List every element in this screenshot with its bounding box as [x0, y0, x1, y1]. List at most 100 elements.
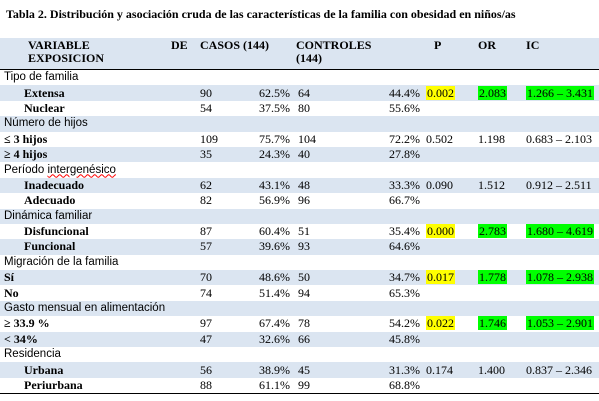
- header-controles: CONTROLES (144): [296, 38, 427, 70]
- group-label: Migración de la familia: [4, 255, 119, 268]
- or-value: [474, 378, 522, 394]
- row-label: < 34%: [0, 331, 198, 348]
- controles-n: 99: [298, 378, 311, 392]
- or-value-highlight: 2.083: [478, 85, 508, 100]
- ic-value: 0.683 – 2.103: [526, 131, 593, 146]
- header-controles-line2: (144): [296, 51, 323, 65]
- header-variable-line2: EXPOSICION: [28, 51, 105, 65]
- p-value: [426, 146, 475, 163]
- ic-value: [522, 378, 599, 394]
- row-label: ≥ 4 hijos: [0, 146, 198, 163]
- table-row: Urbana 56 38.9% 45 31.3% 0.174 1.400 0.837 – 2.…: [0, 362, 599, 378]
- controles-pct: 34.7%: [354, 270, 427, 286]
- or-value: [474, 146, 523, 163]
- ic-value: 0.837 – 2.346: [522, 362, 599, 378]
- casos-n: 54: [200, 100, 212, 115]
- casos-n: 97: [200, 316, 212, 331]
- p-value: 0.090: [426, 177, 475, 194]
- ic-value: 1.053 – 2.901: [522, 316, 599, 331]
- table-row: ≥ 33.9 % 97 67.4% 78 54.2% 0.022 1.746 1.053 – …: [0, 316, 599, 331]
- controles-pct: 68.8%: [389, 378, 421, 392]
- p-value-highlight: 0.022: [426, 316, 456, 331]
- table-row: Sí 70 48.6% 50 34.7% 0.017 1.778 1.078 – 2.938: [0, 270, 599, 286]
- controles-pct: 65.3%: [389, 285, 421, 300]
- header-variable-de: DE: [171, 38, 188, 52]
- table-row: Adecuado 82 56.9% 96 66.7%: [0, 193, 599, 208]
- controles-pct: 35.4%: [389, 224, 421, 239]
- table-row: < 34% 47 32.6% 66 45.8%: [0, 331, 599, 348]
- p-value-highlight: 0.002: [426, 85, 456, 100]
- p-value: 0.002: [426, 85, 475, 101]
- or-value: [474, 285, 522, 300]
- table-row: Periurbana 88 61.1% 99 68.8%: [0, 378, 599, 394]
- table-row: Funcional 57 39.6% 93 64.6%: [0, 239, 599, 255]
- or-value: 1.746: [474, 316, 522, 331]
- controles-n: 45: [296, 362, 355, 378]
- table-row: Inadecuado 62 43.1% 48 33.3% 0.090 1.512 0.912 …: [0, 177, 599, 194]
- controles-n: 48: [296, 177, 355, 194]
- controles-n: 96: [298, 193, 311, 208]
- or-value: [474, 331, 523, 348]
- controles-n: 51: [298, 224, 311, 239]
- ic-value: 0.912 – 2.511: [522, 177, 599, 194]
- row-label: Periurbana: [24, 378, 83, 392]
- controles-n: 93: [296, 239, 355, 255]
- table-row: ≤ 3 hijos 109 75.7% 104 72.2% 0.502 1.198 0.683…: [0, 132, 599, 147]
- p-value: [426, 378, 474, 394]
- table-row: ≥ 4 hijos 35 24.3% 40 27.8%: [0, 146, 599, 163]
- ic-value-highlight: 1.053 – 2.901: [526, 316, 595, 331]
- p-value: 0.017: [426, 270, 475, 286]
- group-label: Período intergenésico: [0, 162, 599, 177]
- table-row: Extensa 90 62.5% 64 44.4% 0.002 2.083 1.266 – 3…: [0, 85, 599, 101]
- p-value: 0.000: [426, 224, 474, 239]
- header-p: P: [426, 38, 475, 70]
- group-label: Tipo de familia: [4, 71, 79, 84]
- group-row: Número de hijos: [0, 116, 599, 132]
- casos-n: 88: [200, 378, 212, 392]
- controles-pct: 44.4%: [354, 85, 427, 101]
- or-value: 1.512: [474, 177, 523, 194]
- ic-value: 1.078 – 2.938: [522, 270, 599, 286]
- or-value-highlight: 1.778: [478, 270, 508, 285]
- group-label-text: Período: [4, 163, 48, 176]
- group-row: Período intergenésico: [0, 162, 599, 177]
- controles-n: 50: [296, 270, 355, 286]
- group-label-spellcheck: intergenésico: [47, 163, 116, 176]
- table-row: Nuclear 54 37.5% 80 55.6%: [0, 101, 599, 116]
- casos-pct: 51.4%: [259, 285, 291, 300]
- controles-n: 64: [296, 85, 355, 101]
- controles-n: 78: [298, 316, 311, 331]
- controles-pct: 66.7%: [389, 193, 421, 208]
- row-label: Funcional: [0, 239, 198, 255]
- casos-n: 109: [200, 131, 218, 146]
- or-value-highlight: 1.746: [478, 316, 508, 331]
- casos-n: 57: [198, 239, 236, 255]
- casos-pct: 48.6%: [236, 270, 297, 286]
- p-value: [426, 193, 474, 208]
- casos-pct: 43.1%: [236, 177, 297, 194]
- casos-n: 62: [198, 177, 236, 194]
- controles-pct: 55.6%: [389, 100, 421, 115]
- ic-value: [522, 101, 599, 116]
- casos-pct: 32.6%: [236, 331, 297, 348]
- table-row: No 74 51.4% 94 65.3%: [0, 285, 599, 300]
- casos-pct: 56.9%: [259, 193, 291, 208]
- casos-n: 70: [198, 270, 236, 286]
- or-value: 1.400: [474, 362, 523, 378]
- or-value: [474, 239, 523, 255]
- controles-pct: 72.2%: [389, 131, 421, 146]
- ic-value: [522, 285, 599, 300]
- header-or: OR: [474, 38, 523, 70]
- or-value: [474, 193, 522, 208]
- or-value: 1.198: [478, 131, 506, 146]
- ic-value: 1.680 – 4.619: [522, 224, 599, 239]
- casos-pct: 24.3%: [236, 146, 297, 163]
- row-label: Urbana: [0, 362, 198, 378]
- casos-pct: 67.4%: [259, 316, 291, 331]
- ic-value: 1.266 – 3.431: [522, 85, 599, 101]
- group-row: Dinámica familiar: [0, 208, 599, 224]
- p-value: 0.022: [426, 316, 474, 331]
- header-row: VARIABLE DE EXPOSICION CASOS (144) CONTR…: [0, 38, 599, 70]
- casos-n: 56: [198, 362, 236, 378]
